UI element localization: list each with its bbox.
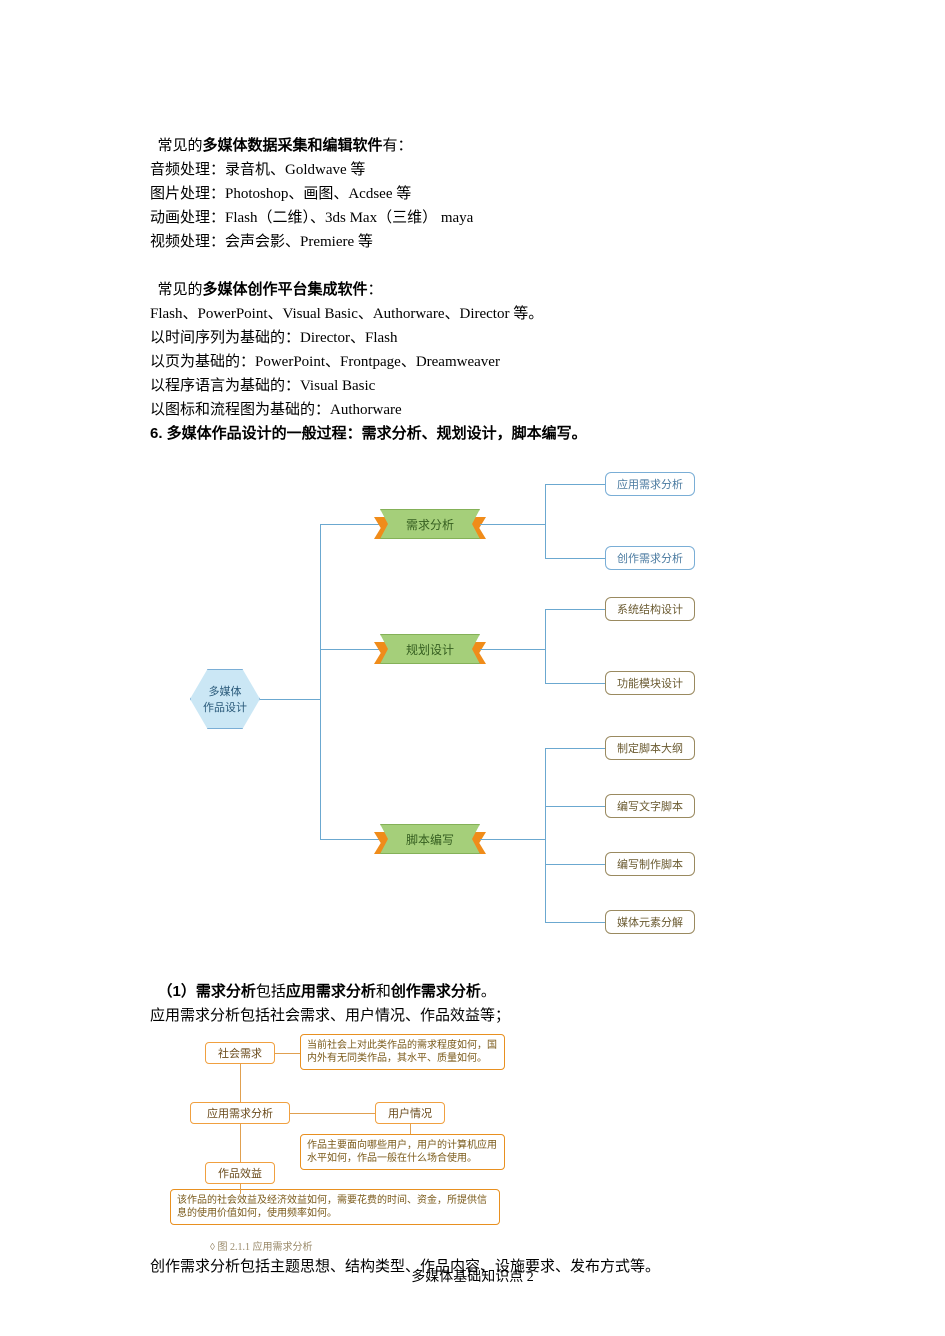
line-1: 常见的多媒体数据采集和编辑软件有： — [150, 110, 795, 158]
line-4: 动画处理：Flash（二维）、3ds Max（三维） maya — [150, 206, 795, 230]
line-6: 常见的多媒体创作平台集成软件： — [150, 254, 795, 302]
p1-mid2: 和 — [376, 984, 391, 1000]
d2-top: 社会需求 — [205, 1042, 275, 1064]
l6-bold: 多媒体创作平台集成软件 — [203, 281, 368, 298]
p1-mid1: 包括 — [256, 984, 286, 1000]
p1-prefix: （1）需求分析 — [158, 983, 256, 1000]
para-2: 应用需求分析包括社会需求、用户情况、作品效益等； — [150, 1004, 795, 1028]
page-footer: 多媒体基础知识点 2 — [0, 1266, 945, 1286]
l6-suffix: ： — [368, 282, 383, 298]
l1-suffix: 有： — [383, 138, 413, 154]
diag2-caption: ◊ 图 2.1.1 应用需求分析 — [210, 1238, 795, 1253]
para-1: （1）需求分析包括应用需求分析和创作需求分析。 — [150, 956, 795, 1004]
phase-0: 需求分析 — [380, 509, 480, 543]
line-5: 视频处理：会声会影、Premiere 等 — [150, 230, 795, 254]
d2-note-bottom: 该作品的社会效益及经济效益如何，需要花费的时间、资金，所提供信息的使用价值如何，… — [170, 1189, 500, 1225]
leaf-1-1: 功能模块设计 — [605, 671, 695, 695]
p1-b1: 应用需求分析 — [286, 983, 376, 1000]
line-10: 以程序语言为基础的：Visual Basic — [150, 374, 795, 398]
leaf-2-1: 编写文字脚本 — [605, 794, 695, 818]
line-9: 以页为基础的：PowerPoint、Frontpage、Dreamweaver — [150, 350, 795, 374]
d2-note-right: 作品主要面向哪些用户，用户的计算机应用水平如何，作品一般在什么场合使用。 — [300, 1134, 505, 1170]
leaf-2-0: 制定脚本大纲 — [605, 736, 695, 760]
line-7: Flash、PowerPoint、Visual Basic、Authorware… — [150, 302, 795, 326]
leaf-0-0: 应用需求分析 — [605, 472, 695, 496]
l1-prefix: 常见的 — [158, 138, 203, 154]
diagram-requirement-analysis: 应用需求分析社会需求用户情况作品效益 当前社会上对此类作品的需求程度如何，国内外有… — [150, 1034, 520, 1234]
l1-bold: 多媒体数据采集和编辑软件 — [203, 137, 383, 154]
flowchart-design-process: 多媒体作品设计 需求分析 应用需求分析创作需求分析规划设计 系统结构设计功能模块设计脚… — [150, 454, 795, 944]
leaf-1-0: 系统结构设计 — [605, 597, 695, 621]
leaf-2-2: 编写制作脚本 — [605, 852, 695, 876]
leaf-0-1: 创作需求分析 — [605, 546, 695, 570]
l6-prefix: 常见的 — [158, 282, 203, 298]
phase-1: 规划设计 — [380, 634, 480, 668]
d2-right: 用户情况 — [375, 1102, 445, 1124]
d2-center: 应用需求分析 — [190, 1102, 290, 1124]
line-12: 6. 多媒体作品设计的一般过程：需求分析、规划设计，脚本编写。 — [150, 422, 795, 446]
line-11: 以图标和流程图为基础的：Authorware — [150, 398, 795, 422]
line-8: 以时间序列为基础的：Director、Flash — [150, 326, 795, 350]
phase-2: 脚本编写 — [380, 824, 480, 858]
d2-note-top: 当前社会上对此类作品的需求程度如何，国内外有无同类作品，其水平、质量如何。 — [300, 1034, 505, 1070]
diag2-caption-text: 图 2.1.1 应用需求分析 — [217, 1242, 312, 1253]
leaf-2-3: 媒体元素分解 — [605, 910, 695, 934]
d2-bottom: 作品效益 — [205, 1162, 275, 1184]
root-hexagon: 多媒体作品设计 — [190, 669, 260, 729]
line-3: 图片处理：Photoshop、画图、Acdsee 等 — [150, 182, 795, 206]
p1-suffix: 。 — [481, 984, 496, 1000]
p1-b2: 创作需求分析 — [391, 983, 481, 1000]
line-2: 音频处理：录音机、Goldwave 等 — [150, 158, 795, 182]
